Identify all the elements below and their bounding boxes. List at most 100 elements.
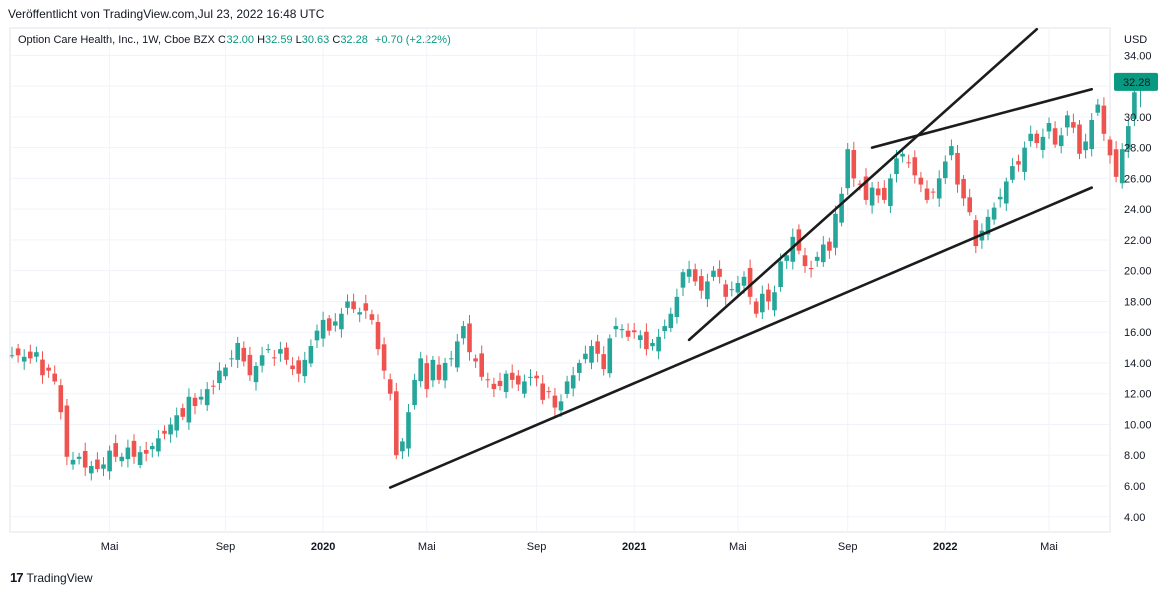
candle	[259, 346, 265, 373]
candle-body	[247, 354, 253, 376]
open-value: 32.00	[226, 34, 255, 46]
high-label: H	[257, 34, 266, 46]
candle-body	[1046, 123, 1052, 132]
footer: 17 TradingView	[10, 570, 93, 585]
candle-body	[137, 452, 143, 465]
candle-body	[192, 397, 198, 407]
candle	[150, 442, 155, 458]
upper-wedge-line[interactable]	[870, 87, 1093, 149]
candle-body	[455, 341, 460, 368]
candle-body	[1101, 105, 1107, 134]
candle	[241, 341, 247, 367]
candle-body	[284, 347, 289, 360]
low-label: L	[295, 34, 302, 46]
candle-body	[406, 412, 411, 449]
candle	[570, 366, 576, 397]
candle	[497, 372, 503, 391]
candle-body	[235, 342, 240, 360]
candle-body	[1004, 181, 1009, 204]
candle-body	[204, 389, 210, 406]
candle-body	[833, 213, 838, 248]
published-caption: Veröffentlicht von TradingView.com,Jul 2…	[8, 7, 325, 21]
candle	[82, 442, 88, 476]
candle	[400, 438, 405, 460]
candle	[442, 357, 448, 389]
time-tick-label: Mai	[418, 541, 436, 553]
candle	[76, 452, 82, 465]
time-axis: Mai Sep 2020 Mai Sep 2021 Mai Sep 2022 Mai	[101, 541, 1058, 553]
upper-channel-line[interactable]	[687, 27, 1039, 342]
candle	[436, 356, 442, 384]
candle-body	[46, 367, 51, 371]
candle-body	[900, 153, 905, 157]
candle-body	[650, 342, 655, 347]
candle	[1040, 128, 1046, 159]
candle-body	[485, 379, 491, 381]
candle	[357, 307, 362, 323]
candle-body	[265, 349, 271, 351]
candle	[40, 351, 45, 384]
candle-body	[223, 367, 228, 377]
candle-body	[369, 314, 375, 320]
candle	[375, 314, 381, 356]
candle	[363, 294, 369, 319]
candle	[686, 260, 692, 284]
candle-body	[89, 466, 94, 474]
candle-body	[717, 268, 722, 277]
candle-body	[64, 405, 70, 457]
candle-body	[125, 447, 131, 460]
candle	[680, 268, 686, 297]
candle	[705, 273, 710, 307]
candle	[552, 387, 558, 417]
candle-body	[509, 372, 515, 380]
candle-body	[772, 292, 777, 311]
candle-body	[540, 383, 545, 400]
candle	[229, 350, 234, 367]
candle-body	[241, 347, 247, 362]
candle-body	[40, 359, 45, 376]
open-label: O	[217, 34, 227, 46]
candle-body	[857, 183, 863, 185]
candle	[278, 341, 283, 362]
candle	[46, 364, 51, 378]
candle	[272, 349, 277, 366]
candle	[485, 372, 491, 388]
candle-body	[479, 353, 484, 377]
candle	[760, 285, 765, 320]
tradingview-logo-icon: 17	[10, 570, 24, 585]
candle	[448, 350, 454, 367]
candle	[247, 346, 253, 382]
candle	[1132, 84, 1137, 127]
candle	[418, 351, 423, 388]
time-tick-label: 2022	[933, 541, 957, 553]
lower-support-line[interactable]	[388, 186, 1093, 489]
candle	[668, 307, 674, 333]
candle	[381, 337, 387, 380]
candle-body	[1071, 122, 1076, 128]
candle	[638, 330, 643, 349]
candle-body	[113, 443, 118, 457]
candle-body	[180, 408, 186, 417]
candle	[137, 446, 143, 469]
candle-body	[821, 244, 826, 263]
candle	[198, 389, 204, 405]
candle	[174, 407, 179, 438]
candle	[766, 283, 771, 310]
time-tick-label: Sep	[527, 541, 547, 553]
candle	[875, 181, 881, 203]
candle	[930, 188, 936, 200]
candle	[223, 364, 228, 380]
candle-body	[778, 261, 783, 287]
price-tick-label: 14.00	[1124, 358, 1152, 370]
candle-body	[577, 362, 582, 373]
candle-body	[955, 152, 960, 185]
candle-body	[131, 440, 137, 457]
candle-body	[912, 157, 918, 176]
candle-body	[595, 341, 600, 354]
candle	[34, 346, 39, 363]
candle-body	[363, 303, 369, 311]
candle-body	[680, 272, 686, 288]
candle-body	[436, 364, 442, 380]
candle	[851, 141, 857, 187]
